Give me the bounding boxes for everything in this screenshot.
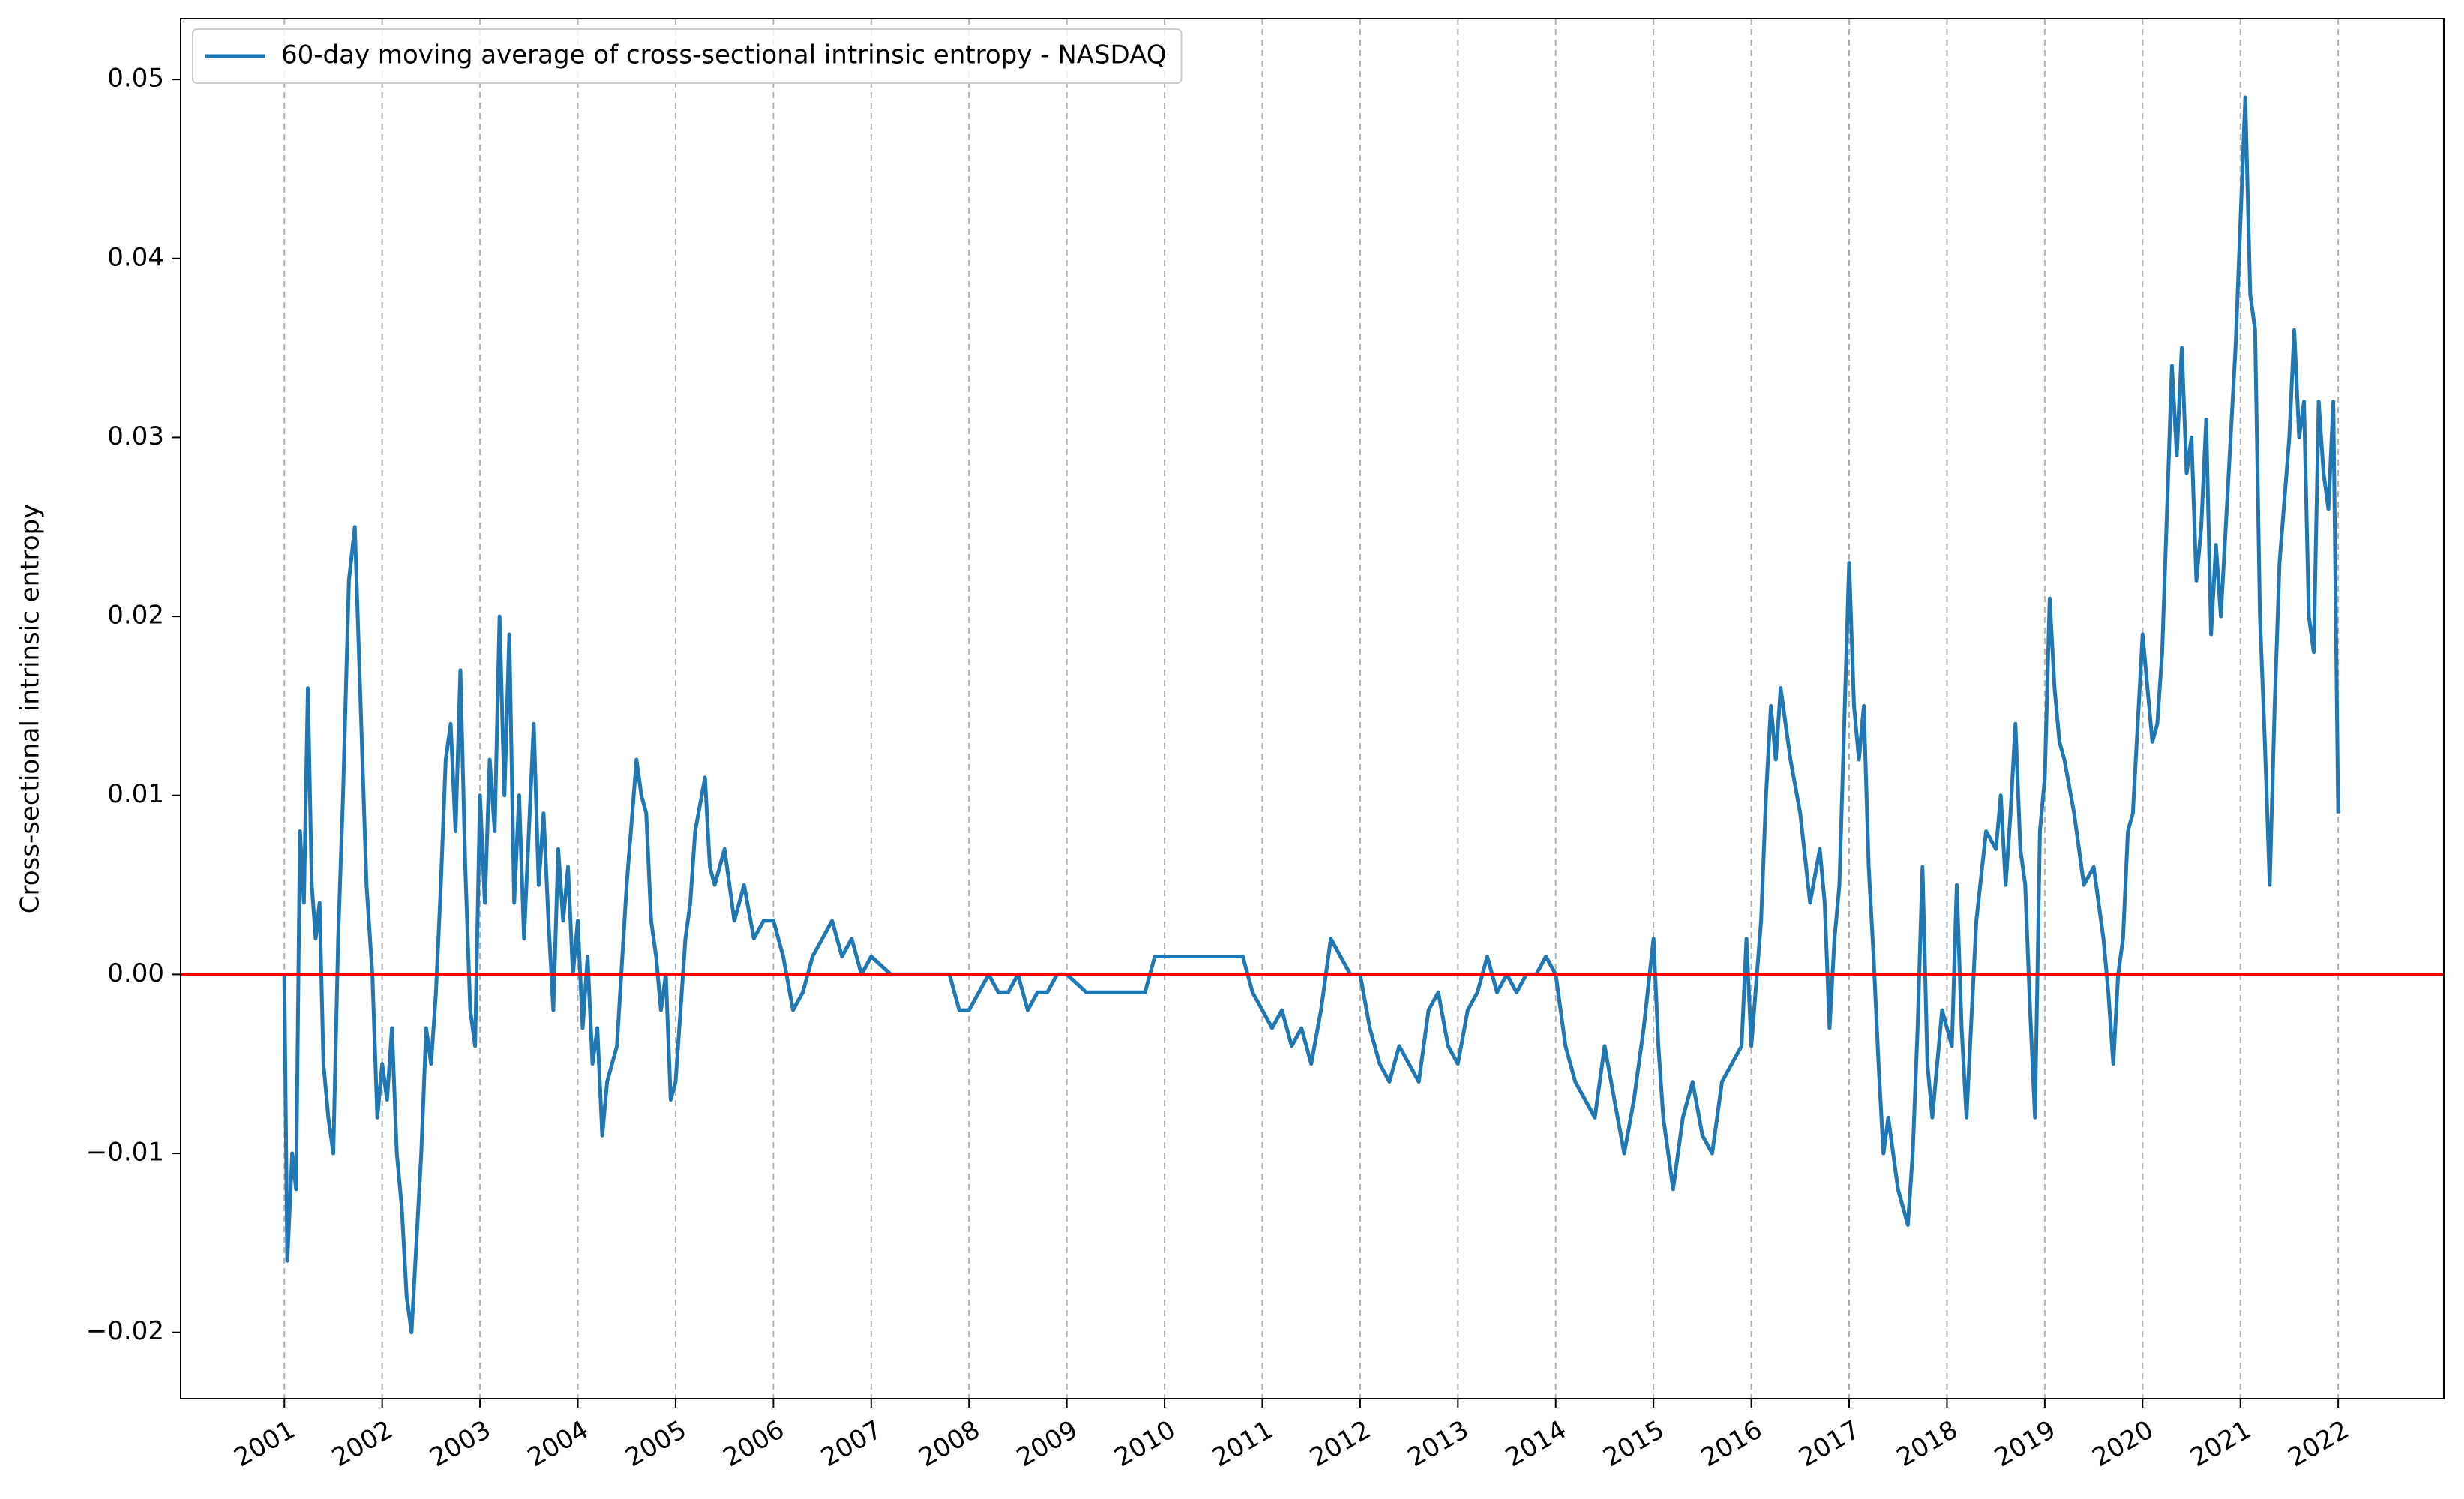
y-tick-label: 0.04 xyxy=(107,242,164,272)
y-tick-label: 0.01 xyxy=(107,779,164,809)
legend-box xyxy=(192,28,1183,84)
y-tick-label: 0.05 xyxy=(107,64,164,94)
y-tick-label: 0.00 xyxy=(107,958,164,988)
plot-frame xyxy=(180,18,2445,1399)
y-tick-label: 0.02 xyxy=(107,601,164,631)
legend-label: 60-day moving average of cross-sectional… xyxy=(281,40,1167,70)
y-tick-label: −0.02 xyxy=(86,1316,164,1346)
y-tick-label: 0.03 xyxy=(107,421,164,451)
y-tick-label: −0.01 xyxy=(86,1138,164,1168)
y-axis-label: Cross-sectional intrinsic entropy xyxy=(16,504,46,914)
series-line xyxy=(282,95,2340,1335)
